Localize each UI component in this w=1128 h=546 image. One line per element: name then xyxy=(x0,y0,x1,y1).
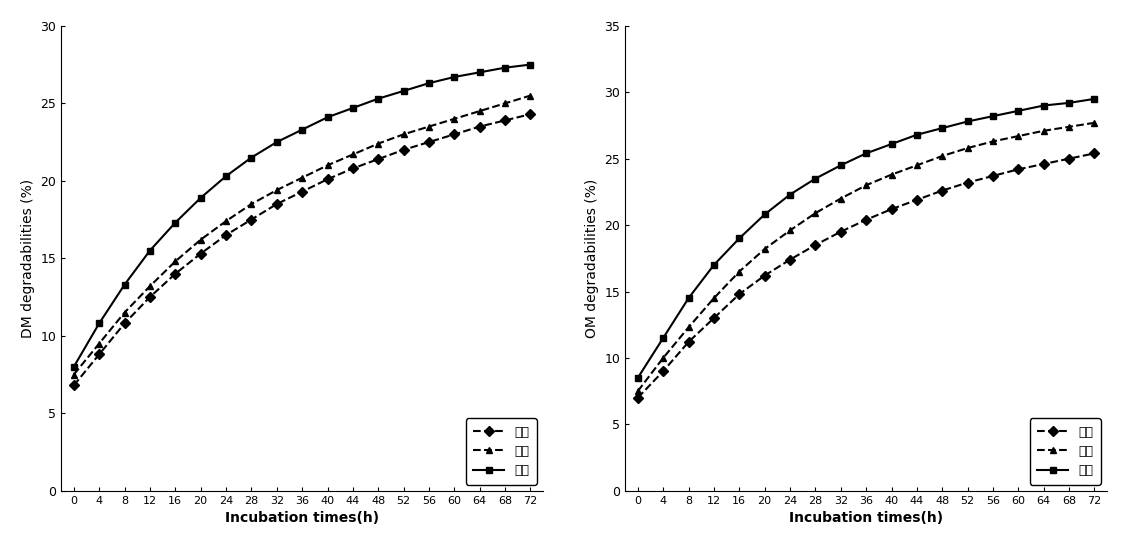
Legend: 볯짚, 건초, 갈대: 볯짚, 건초, 갈대 xyxy=(466,418,537,484)
X-axis label: Incubation times(h): Incubation times(h) xyxy=(790,511,943,525)
Y-axis label: DM degradabilities (%): DM degradabilities (%) xyxy=(20,179,35,338)
Y-axis label: OM degradabilities (%): OM degradabilities (%) xyxy=(584,179,599,338)
Legend: 볯짚, 건초, 갈대: 볯짚, 건초, 갈대 xyxy=(1030,418,1101,484)
X-axis label: Incubation times(h): Incubation times(h) xyxy=(226,511,379,525)
